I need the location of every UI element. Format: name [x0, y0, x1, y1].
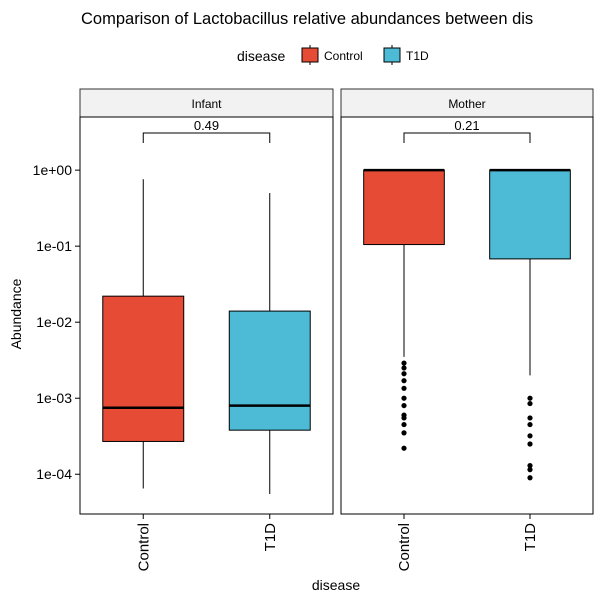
outlier-point [401, 395, 407, 401]
outlier-point [401, 415, 407, 421]
box-body [363, 169, 445, 246]
chart-title: Comparison of Lactobacillus relative abu… [81, 10, 533, 28]
outlier-point [401, 365, 407, 371]
outlier-point [401, 378, 407, 384]
outlier-point [527, 400, 533, 407]
facet-strip [340, 88, 594, 118]
outlier-point [401, 445, 407, 451]
legend: Control T1D [301, 45, 429, 65]
box-body [102, 295, 185, 442]
outlier-point [527, 462, 533, 469]
outlier-point [401, 360, 407, 366]
panel-mother: Mother 0.21 Control T1D [340, 88, 594, 571]
outlier-point [527, 475, 533, 481]
significance-bracket [403, 132, 531, 143]
outlier-point [401, 421, 407, 428]
legend-label: T1D [406, 49, 429, 63]
legend-key-control [301, 47, 319, 63]
y-tick-label: 1e+00 [33, 162, 73, 178]
panel-infant: Infant 0.49 Control T1D [79, 88, 334, 571]
p-value-label: 0.49 [194, 118, 219, 133]
y-tick-label: 1e-03 [36, 390, 72, 406]
p-value-label: 0.21 [454, 118, 479, 133]
x-axis-label: disease [312, 577, 360, 593]
outlier-point [401, 371, 407, 377]
box-control [363, 168, 445, 451]
outlier-point [401, 402, 407, 409]
significance-bracket [142, 132, 271, 143]
legend-label: Control [324, 49, 363, 63]
outlier-point [527, 467, 533, 473]
box-control [102, 179, 185, 489]
outlier-point [401, 430, 407, 436]
facet-label: Infant [191, 97, 222, 111]
outlier-point [527, 415, 533, 421]
y-tick-label: 1e-01 [36, 238, 72, 254]
outlier-point [527, 441, 533, 447]
box-t1d [228, 193, 311, 494]
x-tick-label: T1D [262, 523, 279, 552]
box-body [489, 169, 571, 260]
plot-area: 1e-04 1e-03 1e-02 1e-01 1e+00 Infant 0.49 Contr… [33, 88, 594, 571]
y-tick-label: 1e-04 [36, 466, 72, 482]
y-tick-label: 1e-02 [36, 314, 72, 330]
y-axis-label: Abundance [8, 278, 24, 349]
box-t1d [489, 168, 571, 481]
legend-title: disease [237, 48, 285, 64]
outlier-point [527, 433, 533, 439]
x-tick-label: T1D [522, 523, 539, 552]
box-body [228, 310, 311, 431]
outlier-point [527, 421, 533, 428]
x-tick-label: Control [396, 523, 413, 571]
facet-label: Mother [448, 97, 485, 111]
legend-key-t1d [383, 47, 401, 63]
outlier-point [527, 395, 533, 401]
outlier-point [401, 385, 407, 391]
x-tick-label: Control [135, 523, 152, 571]
